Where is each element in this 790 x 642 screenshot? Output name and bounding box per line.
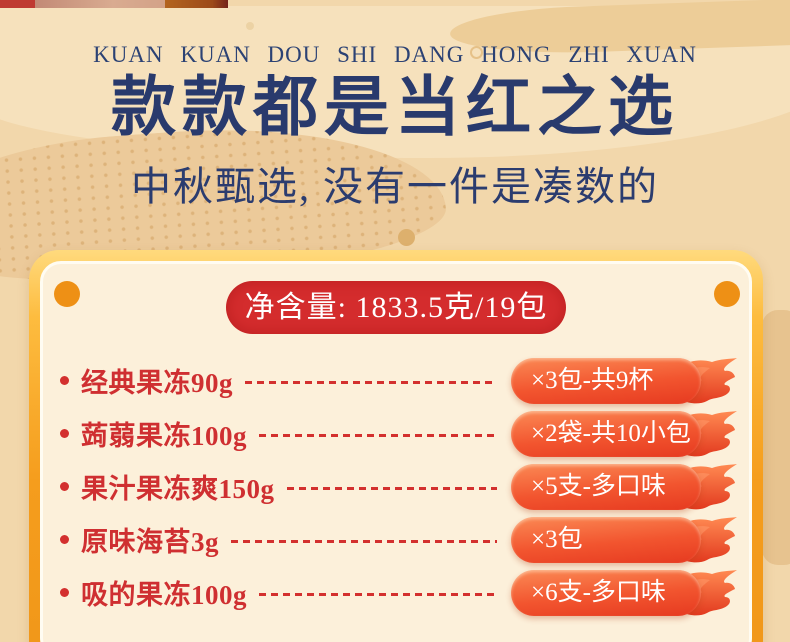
item-list: 经典果冻90g ×3包-共9杯 蒟蒻果冻100g	[43, 354, 749, 619]
item-quantity: ×6支-多口味	[531, 578, 666, 606]
net-weight-text: 净含量: 1833.5克/19包	[244, 291, 548, 324]
dash-leader	[245, 381, 497, 384]
item-row: 吸的果冻100g ×6支-多口味	[43, 566, 749, 619]
contents-card-inner: 净含量: 1833.5克/19包 经典果冻90g ×3包-共9杯	[40, 261, 752, 642]
item-quantity: ×3包	[531, 525, 583, 553]
quantity-flame-badge: ×5支-多口味	[511, 462, 749, 512]
bullet-icon	[60, 482, 69, 491]
rivet-dot-left	[54, 281, 80, 307]
item-name: 经典果冻90g	[81, 368, 233, 398]
bg-ring	[470, 46, 483, 59]
item-name: 吸的果冻100g	[81, 580, 247, 610]
bg-texture-patch-right	[762, 310, 790, 565]
bullet-icon	[60, 429, 69, 438]
quantity-pill: ×6支-多口味	[511, 569, 701, 616]
prev-section-fragment-orange	[165, 0, 228, 8]
section-title: 款款都是当红之选	[110, 72, 679, 144]
bg-dot	[398, 229, 415, 246]
quantity-flame-badge: ×3包-共9杯	[511, 356, 749, 406]
bullet-icon	[60, 535, 69, 544]
bg-dot	[246, 22, 254, 30]
item-name: 蒟蒻果冻100g	[81, 421, 247, 451]
prev-section-edge	[0, 0, 790, 8]
bullet-icon	[60, 376, 69, 385]
item-quantity: ×3包-共9杯	[531, 366, 654, 394]
prev-section-fragment-photo	[35, 0, 165, 8]
quantity-flame-badge: ×3包	[511, 515, 749, 565]
item-row: 蒟蒻果冻100g ×2袋-共10小包	[43, 407, 749, 460]
net-weight-badge: 净含量: 1833.5克/19包	[226, 281, 566, 334]
item-name: 果汁果冻爽150g	[81, 474, 275, 504]
quantity-pill: ×3包	[511, 516, 701, 563]
quantity-pill: ×2袋-共10小包	[511, 410, 701, 457]
pinyin-line: KUAN KUAN DOU SHI DANG HONG ZHI XUAN	[93, 42, 697, 67]
dash-leader	[259, 434, 497, 437]
item-quantity: ×2袋-共10小包	[531, 419, 691, 447]
prev-section-fragment-red	[0, 0, 35, 8]
dash-leader	[259, 593, 497, 596]
item-row: 原味海苔3g ×3包	[43, 513, 749, 566]
contents-card: 净含量: 1833.5克/19包 经典果冻90g ×3包-共9杯	[29, 250, 763, 642]
item-name: 原味海苔3g	[81, 527, 219, 557]
section-subtitle: 中秋甄选, 没有一件是凑数的	[131, 163, 659, 209]
item-row: 经典果冻90g ×3包-共9杯	[43, 354, 749, 407]
quantity-flame-badge: ×6支-多口味	[511, 568, 749, 618]
bullet-icon	[60, 588, 69, 597]
dash-leader	[286, 487, 497, 490]
item-quantity: ×5支-多口味	[531, 472, 666, 500]
item-row: 果汁果冻爽150g ×5支-多口味	[43, 460, 749, 513]
rivet-dot-right	[714, 281, 740, 307]
section-header: KUAN KUAN DOU SHI DANG HONG ZHI XUAN 款款都…	[0, 0, 790, 212]
quantity-pill: ×5支-多口味	[511, 463, 701, 510]
quantity-pill: ×3包-共9杯	[511, 357, 701, 404]
quantity-flame-badge: ×2袋-共10小包	[511, 409, 749, 459]
dash-leader	[231, 540, 497, 543]
